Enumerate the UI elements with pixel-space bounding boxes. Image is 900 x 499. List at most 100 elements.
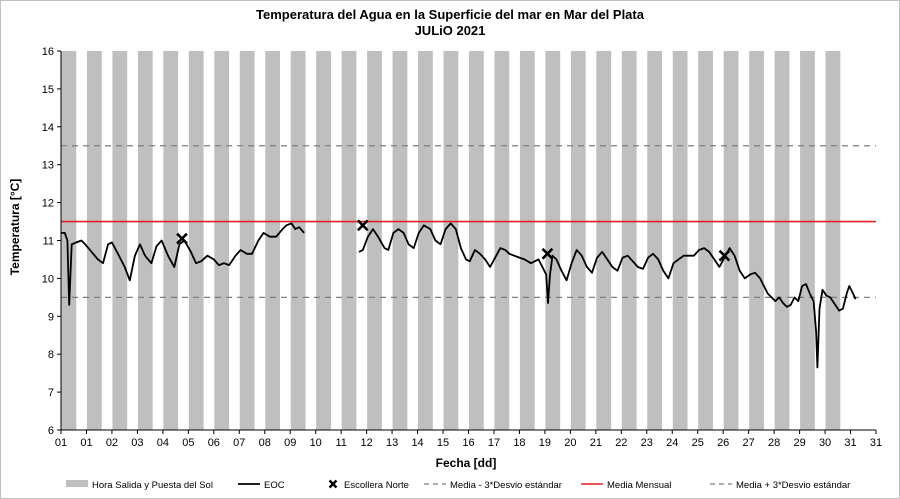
y-tick-label-10: 10 (42, 273, 54, 285)
night-bar-4 (137, 51, 153, 430)
y-tick-label-12: 12 (42, 198, 54, 210)
x-tick-label-2: 02 (106, 437, 118, 449)
night-bar-29 (774, 51, 790, 430)
eoc-line-segment-2 (358, 222, 857, 369)
x-tick-label-16: 16 (462, 437, 474, 449)
x-tick-label-12: 12 (361, 437, 373, 449)
x-tick-label-15: 15 (437, 437, 449, 449)
x-tick-label-9: 09 (284, 437, 296, 449)
y-tick-label-14: 14 (42, 122, 54, 134)
y-tick-label-11: 11 (43, 236, 54, 248)
y-tick-label-9: 9 (48, 311, 54, 323)
escollera-marker-glyph (176, 232, 188, 245)
y-tick-label-8: 8 (48, 349, 54, 361)
night-bar-25 (672, 51, 688, 430)
x-tick-label-29: 29 (793, 437, 805, 449)
x-tick-label-3: 03 (131, 437, 143, 449)
night-bar-2 (86, 51, 102, 430)
chart-subtitle: JULiO 2021 (414, 23, 486, 38)
legend-swatch-bar (66, 480, 88, 487)
night-bar-27 (723, 51, 739, 430)
night-bar-7 (214, 51, 230, 430)
legend-swatch-marker (328, 479, 338, 489)
y-tick-label-6: 6 (48, 425, 54, 437)
legend: Hora Salida y Puesta del Sol EOC Escollera… (66, 479, 850, 491)
x-tick-label-5: 05 (182, 437, 194, 449)
escollera-marker-glyph (356, 219, 369, 232)
legend-label-2: EOC (264, 480, 285, 491)
legend-item-6: Media + 3*Desvio estándar (710, 480, 850, 491)
x-tick-label-25: 25 (692, 437, 704, 449)
x-tick-label-6: 06 (208, 437, 220, 449)
night-bar-8 (239, 51, 255, 430)
x-tick-label-22: 22 (615, 437, 627, 449)
legend-label-3: Escollera Norte (344, 480, 409, 491)
x-tick-label-21: 21 (590, 437, 602, 449)
night-bar-1 (61, 51, 77, 430)
x-tick-label-18: 18 (513, 437, 525, 449)
legend-item-4: Media - 3*Desvio estándar (424, 480, 562, 491)
eoc-series-layer (61, 222, 857, 369)
x-tick-label-20: 20 (564, 437, 576, 449)
legend-label-1: Hora Salida y Puesta del Sol (92, 480, 213, 491)
x-tick-label-31: 31 (844, 437, 856, 449)
night-bar-12 (341, 51, 357, 430)
x-tick-label-14: 14 (411, 437, 423, 449)
y-tick-label-13: 13 (42, 160, 54, 172)
y-tick-label-15: 15 (42, 84, 54, 96)
night-bar-14 (392, 51, 408, 430)
night-bar-17 (469, 51, 484, 430)
escollera-marker-3 (541, 247, 554, 260)
x-tick-label-8: 08 (259, 437, 271, 449)
night-bar-15 (418, 51, 433, 430)
x-tick-label-7: 07 (233, 437, 245, 449)
x-tick-label-19: 19 (539, 437, 551, 449)
y-tick-label-7: 7 (48, 387, 54, 399)
x-tick-label-30: 30 (819, 437, 831, 449)
escollera-marker-glyph (541, 247, 554, 260)
escollera-marker-2 (356, 219, 369, 232)
eoc-line-segment-1 (61, 222, 305, 306)
legend-label-5: Media Mensual (607, 480, 671, 491)
legend-item-1: Hora Salida y Puesta del Sol (66, 480, 213, 491)
legend-item-3: Escollera Norte (328, 479, 409, 491)
night-bar-21 (570, 51, 586, 430)
night-bar-6 (188, 51, 204, 430)
night-bar-16 (443, 51, 459, 430)
night-bar-5 (163, 51, 179, 430)
night-bar-20 (545, 51, 561, 430)
night-bar-30 (800, 51, 815, 430)
x-tick-label-17: 17 (488, 437, 500, 449)
x-tick-label-13: 13 (386, 437, 398, 449)
x-tick-label-28: 28 (768, 437, 780, 449)
night-bar-11 (316, 51, 331, 430)
legend-item-2: EOC (238, 480, 285, 491)
x-tick-label-26: 26 (717, 437, 729, 449)
escollera-marker-1 (176, 232, 188, 245)
night-bar-28 (749, 51, 764, 430)
x-tick-label-0: 01 (55, 437, 67, 449)
escollera-markers-layer (176, 219, 731, 262)
legend-label-4: Media - 3*Desvio estándar (450, 480, 562, 491)
night-bar-18 (494, 51, 510, 430)
legend-item-5: Media Mensual (581, 480, 671, 491)
night-bar-22 (596, 51, 612, 430)
x-tick-label-24: 24 (666, 437, 678, 449)
legend-label-6: Media + 3*Desvio estándar (736, 480, 850, 491)
axes-layer: 6 7 8 9 10 11 12 13 14 15 16 01 01 02 03 04 05 06 07 08 09 10… (42, 46, 882, 449)
escollera-marker-glyph (718, 249, 731, 262)
x-tick-label-4: 04 (157, 437, 169, 449)
y-axis-label: Temperatura [°C] (8, 179, 22, 276)
x-tick-label-10: 10 (310, 437, 322, 449)
night-bar-24 (647, 51, 663, 430)
x-tick-label-11: 11 (335, 437, 346, 449)
x-tick-label-1: 01 (80, 437, 92, 449)
night-bar-31 (825, 51, 841, 430)
night-bar-10 (290, 51, 306, 430)
night-bar-19 (519, 51, 535, 430)
x-tick-label-32: 31 (870, 437, 882, 449)
reference-lines-layer (61, 145, 876, 298)
night-bar-3 (112, 51, 128, 430)
escollera-marker-4 (718, 249, 731, 262)
